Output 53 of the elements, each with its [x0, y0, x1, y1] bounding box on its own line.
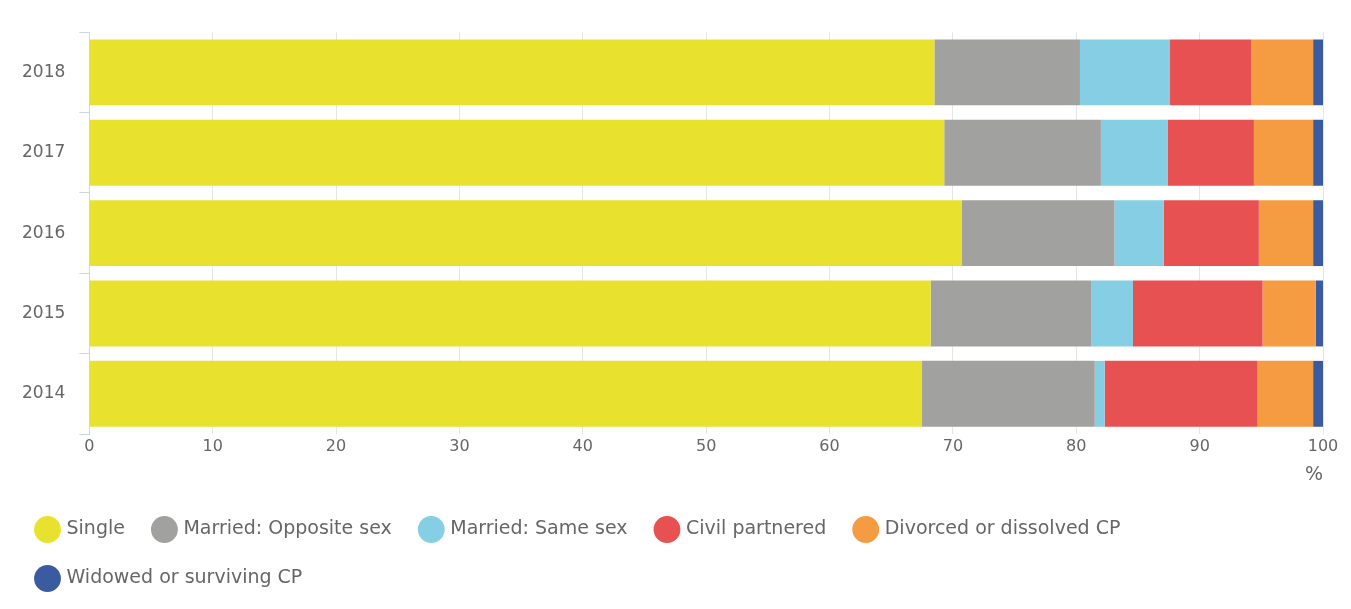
bar: [1167, 119, 1254, 186]
bar: [1313, 200, 1323, 267]
bar: [934, 39, 1080, 106]
bar: [1114, 200, 1164, 267]
y-tick-label: 2014: [22, 382, 66, 403]
bar: [1104, 360, 1258, 427]
x-tick-label: 30: [449, 435, 470, 455]
legend-label: Civil partnered: [686, 516, 827, 539]
bar: [1079, 39, 1171, 106]
bar: [1253, 119, 1314, 186]
x-tick-label: 50: [695, 435, 717, 455]
y-tick-label: 2018: [22, 60, 66, 81]
bar: [1257, 360, 1314, 427]
legend-label: Widowed or surviving CP: [66, 565, 303, 588]
x-tick-label: 80: [1066, 435, 1087, 455]
bar: [930, 280, 1092, 347]
x-tick-label: 100: [1307, 435, 1339, 455]
x-axis-title: %: [1304, 461, 1323, 484]
legend-label: Single: [66, 516, 125, 539]
bar: [89, 360, 923, 427]
bar: [1170, 39, 1252, 106]
y-tick-label: 2015: [22, 301, 66, 322]
legend-label: Divorced or dissolved CP: [884, 516, 1121, 539]
x-tick-label: 60: [819, 435, 840, 455]
x-tick-label: 0: [84, 435, 95, 455]
bar: [89, 119, 945, 186]
x-tick-label: 70: [942, 435, 964, 455]
bar: [1094, 360, 1105, 427]
bar: [1091, 280, 1134, 347]
bar: [89, 200, 962, 267]
bar: [89, 39, 935, 106]
y-tick-label: 2017: [22, 141, 66, 162]
x-tick-label: 40: [572, 435, 593, 455]
bar: [961, 200, 1115, 267]
bar: [1313, 39, 1323, 106]
bar: [1100, 119, 1168, 186]
bar: [1258, 200, 1314, 267]
bar: [1163, 200, 1259, 267]
x-tick-label: 90: [1189, 435, 1210, 455]
bar: [1262, 280, 1316, 347]
x-tick-label: 10: [202, 435, 223, 455]
bar: [944, 119, 1101, 186]
bar: [1313, 119, 1323, 186]
bar: [1315, 280, 1323, 347]
legend-label: Married: Same sex: [450, 516, 628, 539]
x-tick-label: 20: [325, 435, 347, 455]
bar: [1133, 280, 1263, 347]
bar: [922, 360, 1095, 427]
bar: [1251, 39, 1314, 106]
legend-label: Married: Opposite sex: [183, 516, 392, 539]
y-tick-label: 2016: [22, 221, 66, 242]
bar: [1313, 360, 1323, 427]
bar: [89, 280, 931, 347]
